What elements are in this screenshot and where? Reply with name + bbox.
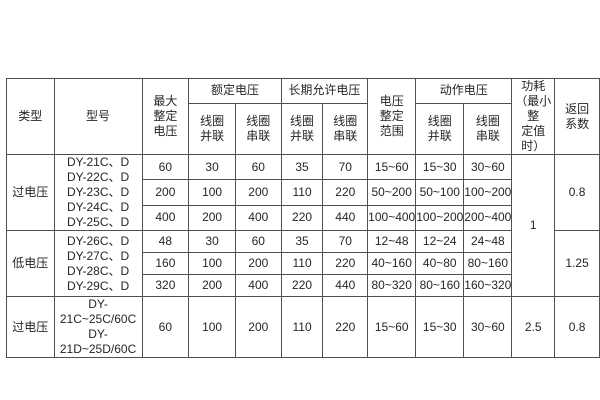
cell-models-group1: DY-21C、D DY-22C、D DY-23C、D DY-24C、D DY-2… bbox=[53, 154, 143, 231]
cell-value: 60 bbox=[234, 153, 282, 181]
cell-value: 30 bbox=[188, 230, 236, 253]
cell-value: 70 bbox=[322, 230, 369, 253]
cell-value: 400 bbox=[141, 204, 190, 232]
cell-type-lowvoltage: 低电压 bbox=[6, 230, 55, 297]
col-header-max-setting-voltage: 最大 整定 电压 bbox=[141, 78, 190, 155]
col-header-type: 类型 bbox=[6, 78, 55, 155]
cell-power-group3: 2.5 bbox=[511, 296, 556, 358]
table-row: 过电压 DY-21C~25C/60C DY-21D~25D/60C 60 100… bbox=[6, 296, 600, 358]
cell-type-overvoltage: 过电压 bbox=[6, 154, 55, 231]
cell-value: 200 bbox=[188, 204, 236, 232]
cell-value: 200 bbox=[234, 296, 282, 358]
cell-value: 110 bbox=[280, 252, 324, 275]
header-row-groups: 类型 型号 最大 整定 电压 额定电压 长期允许电压 电压 整定 范围 动作电压… bbox=[6, 78, 600, 155]
cell-value: 48 bbox=[141, 230, 190, 253]
cell-value: 35 bbox=[280, 230, 324, 253]
table-row: 320 200 400 220 440 80~320 80~160 160~32… bbox=[7, 274, 600, 297]
cell-value: 60 bbox=[141, 296, 190, 358]
cell-value: 60 bbox=[141, 153, 190, 181]
cell-value: 220 bbox=[280, 274, 324, 297]
cell-value: 15~60 bbox=[367, 296, 417, 358]
header-row-subcolumns: 线圈 并联 线圈 串联 线圈 并联 线圈 串联 线圈 并联 线圈 串联 bbox=[7, 102, 600, 156]
cell-value: 200 bbox=[234, 252, 282, 275]
cell-value: 15~30 bbox=[415, 153, 465, 181]
cell-value: 50~200 bbox=[367, 179, 417, 206]
cell-models-group2: DY-26C、D DY-27C、D DY-28C、D DY-29C、D bbox=[53, 230, 143, 297]
cell-value: 30 bbox=[188, 153, 236, 181]
cell-value: 160 bbox=[141, 252, 190, 275]
cell-value: 440 bbox=[322, 204, 369, 232]
table-row: 低电压 DY-26C、D DY-27C、D DY-28C、D DY-29C、D … bbox=[6, 230, 600, 297]
cell-value: 100~400 bbox=[367, 204, 417, 232]
table-row: 过电压 DY-21C、D DY-22C、D DY-23C、D DY-24C、D … bbox=[6, 153, 600, 297]
cell-value: 160~320 bbox=[463, 274, 513, 297]
subheader-rated-coil-series: 线圈 串联 bbox=[234, 102, 282, 156]
cell-power-groups-1-2: 1 bbox=[511, 154, 556, 297]
cell-value: 100 bbox=[188, 296, 236, 358]
cell-value: 30~60 bbox=[463, 296, 513, 358]
cell-return-coef-group3: 0.8 bbox=[554, 296, 600, 358]
cell-value: 80~160 bbox=[415, 274, 465, 297]
cell-value: 30~60 bbox=[463, 153, 513, 181]
subheader-longterm-coil-parallel: 线圈 并联 bbox=[280, 102, 324, 156]
group-header-rated-voltage: 额定电压 bbox=[188, 78, 282, 104]
cell-value: 12~48 bbox=[367, 230, 417, 253]
subheader-rated-coil-parallel: 线圈 并联 bbox=[188, 102, 236, 156]
table-row: 400 200 400 220 440 100~400 100~200 200~… bbox=[7, 204, 600, 232]
cell-value: 50~100 bbox=[415, 179, 465, 206]
cell-value: 60 bbox=[234, 230, 282, 253]
cell-value: 100 bbox=[188, 252, 236, 275]
cell-value: 220 bbox=[322, 296, 369, 358]
cell-value: 35 bbox=[280, 153, 324, 181]
cell-value: 100~200 bbox=[463, 179, 513, 206]
cell-value: 15~30 bbox=[415, 296, 465, 358]
cell-value: 110 bbox=[280, 296, 324, 358]
col-header-power: 功耗 （最小整 定值时） bbox=[511, 78, 556, 155]
group-header-operate-voltage: 动作电压 bbox=[415, 78, 513, 104]
cell-value: 12~24 bbox=[415, 230, 465, 253]
cell-value: 220 bbox=[322, 252, 369, 275]
cell-value: 100 bbox=[188, 179, 236, 206]
cell-value: 15~60 bbox=[367, 153, 417, 181]
col-header-return-coef: 返回 系数 bbox=[554, 78, 600, 155]
col-header-model: 型号 bbox=[53, 78, 143, 155]
cell-value: 70 bbox=[322, 153, 369, 181]
col-header-setting-range: 电压 整定 范围 bbox=[367, 78, 417, 155]
cell-value: 40~160 bbox=[367, 252, 417, 275]
cell-value: 100~200 bbox=[415, 204, 465, 232]
cell-return-coef-group1: 0.8 bbox=[554, 154, 600, 231]
cell-value: 400 bbox=[234, 274, 282, 297]
cell-value: 40~80 bbox=[415, 252, 465, 275]
cell-value: 320 bbox=[141, 274, 190, 297]
relay-spec-table: 类型 型号 最大 整定 电压 额定电压 长期允许电压 电压 整定 范围 动作电压… bbox=[6, 78, 600, 358]
cell-value: 400 bbox=[234, 204, 282, 232]
cell-models-group3: DY-21C~25C/60C DY-21D~25D/60C bbox=[53, 296, 143, 358]
subheader-operate-coil-parallel: 线圈 并联 bbox=[415, 102, 465, 156]
cell-value: 200~400 bbox=[463, 204, 513, 232]
cell-value: 220 bbox=[280, 204, 324, 232]
cell-type-overvoltage-60c: 过电压 bbox=[6, 296, 55, 358]
subheader-operate-coil-series: 线圈 串联 bbox=[463, 102, 513, 156]
group-header-longterm-voltage: 长期允许电压 bbox=[280, 78, 369, 104]
cell-value: 24~48 bbox=[463, 230, 513, 253]
cell-value: 200 bbox=[141, 179, 190, 206]
cell-value: 220 bbox=[322, 179, 369, 206]
cell-return-coef-group2: 1.25 bbox=[554, 230, 600, 297]
subheader-longterm-coil-series: 线圈 串联 bbox=[322, 102, 369, 156]
cell-value: 200 bbox=[234, 179, 282, 206]
cell-value: 80~320 bbox=[367, 274, 417, 297]
cell-value: 200 bbox=[188, 274, 236, 297]
cell-value: 110 bbox=[280, 179, 324, 206]
cell-value: 440 bbox=[322, 274, 369, 297]
cell-value: 80~160 bbox=[463, 252, 513, 275]
